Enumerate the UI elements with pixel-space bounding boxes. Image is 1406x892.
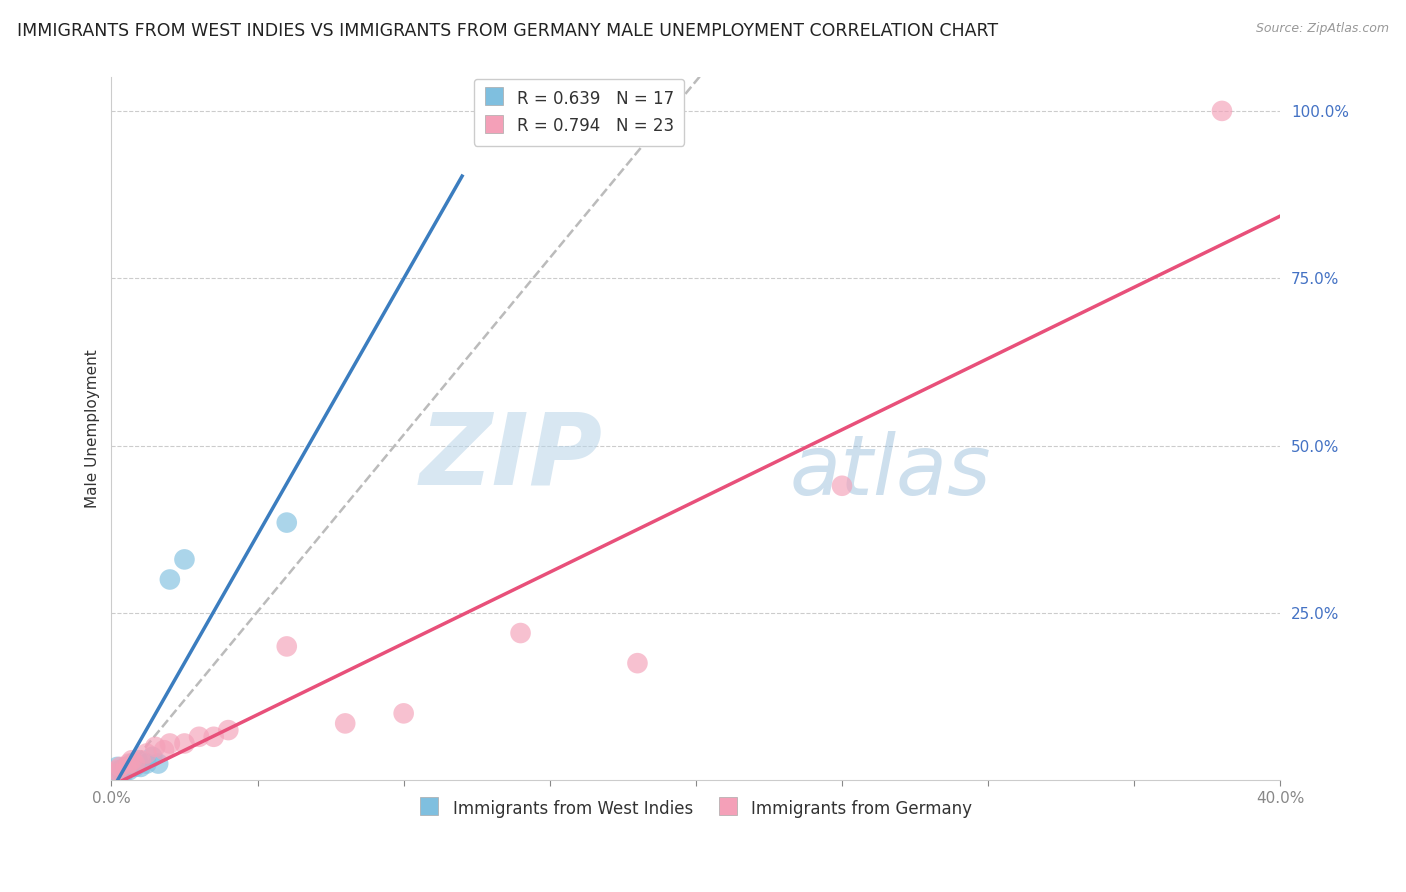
Point [127, 753, 149, 767]
Point [105, 766, 128, 780]
Point [135, 756, 157, 771]
Y-axis label: Male Unemployment: Male Unemployment [86, 350, 100, 508]
Point [124, 756, 146, 771]
Point [108, 764, 131, 778]
Point [276, 640, 298, 654]
Point [153, 743, 176, 757]
Point [173, 737, 195, 751]
Point [118, 764, 141, 778]
Point [121, 756, 143, 771]
Point [112, 766, 135, 780]
Point [159, 737, 181, 751]
Text: ZIP: ZIP [419, 409, 602, 506]
Point [129, 760, 152, 774]
Point [105, 760, 128, 774]
Point [118, 756, 141, 771]
Point [159, 573, 181, 587]
Text: atlas: atlas [789, 431, 991, 511]
Point [129, 753, 152, 767]
Point [141, 750, 163, 764]
Point [1211, 103, 1233, 118]
Point [188, 730, 211, 744]
Point [392, 706, 415, 721]
Point [135, 747, 157, 761]
Text: IMMIGRANTS FROM WEST INDIES VS IMMIGRANTS FROM GERMANY MALE UNEMPLOYMENT CORRELA: IMMIGRANTS FROM WEST INDIES VS IMMIGRANT… [17, 22, 998, 40]
Point [115, 760, 138, 774]
Point [121, 753, 143, 767]
Point [202, 730, 225, 744]
Point [124, 760, 146, 774]
Point [146, 756, 169, 771]
Point [509, 626, 531, 640]
Point [217, 723, 239, 737]
Text: Source: ZipAtlas.com: Source: ZipAtlas.com [1256, 22, 1389, 36]
Point [105, 764, 128, 778]
Point [103, 766, 125, 780]
Point [831, 479, 853, 493]
Point [276, 516, 298, 530]
Point [335, 716, 357, 731]
Point [103, 770, 125, 784]
Point [626, 656, 648, 670]
Point [173, 552, 195, 566]
Legend: Immigrants from West Indies, Immigrants from Germany: Immigrants from West Indies, Immigrants … [413, 792, 979, 825]
Point [143, 739, 166, 754]
Point [108, 760, 131, 774]
Point [115, 760, 138, 774]
